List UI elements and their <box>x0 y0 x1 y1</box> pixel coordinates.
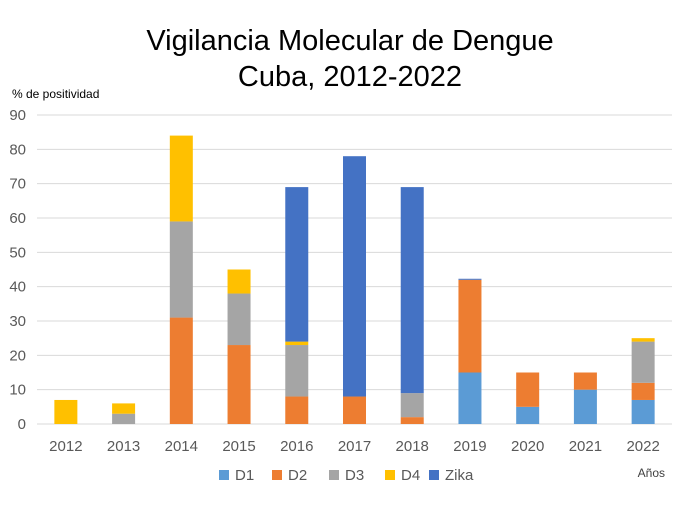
x-tick-label: 2021 <box>569 438 602 455</box>
y-axis-ticks: 0 10 20 30 40 50 60 70 80 90 <box>9 107 26 433</box>
y-tick-label: 60 <box>9 210 26 227</box>
legend-label-d4: D4 <box>401 467 420 484</box>
bar-d2-2015 <box>227 345 251 424</box>
bar-zika-2019 <box>458 278 482 280</box>
legend-label-d1: D1 <box>235 467 254 484</box>
bar-d2-2017 <box>343 396 366 424</box>
bar-d2-2022 <box>631 382 655 400</box>
x-tick-label: 2017 <box>338 438 371 455</box>
chart-title-line-2: Cuba, 2012-2022 <box>238 61 462 93</box>
legend-label-d3: D3 <box>345 467 364 484</box>
bar-d3-2018 <box>400 393 424 418</box>
bar-d2-2018 <box>400 417 424 424</box>
legend-label-zika: Zika <box>445 467 474 484</box>
x-axis-ticks: 2012 2013 2014 2015 2016 2017 2018 2019 2020 2021… <box>49 438 660 455</box>
y-tick-label: 80 <box>9 141 26 158</box>
bar-d1-2019 <box>458 372 482 424</box>
bar-d3-2015 <box>227 293 251 346</box>
x-tick-label: 2019 <box>453 438 486 455</box>
bar-d3-2014 <box>169 221 193 318</box>
x-tick-label: 2016 <box>280 438 313 455</box>
bar-d3-2013 <box>112 413 136 424</box>
bar-d2-2016 <box>285 396 309 424</box>
bar-d4-2016 <box>285 341 309 346</box>
legend: D1 D2 D3 D4 Zika <box>219 467 474 484</box>
bar-d2-2019 <box>458 279 482 373</box>
bar-d4-2022 <box>631 338 655 342</box>
y-tick-label: 50 <box>9 244 26 261</box>
bar-d2-2014 <box>169 317 193 424</box>
bar-d3-2016 <box>285 345 309 397</box>
y-tick-label: 20 <box>9 347 26 364</box>
y-tick-label: 10 <box>9 382 26 399</box>
x-tick-label: 2018 <box>396 438 429 455</box>
y-axis-label: % de positividad <box>12 87 99 101</box>
x-tick-label: 2020 <box>511 438 544 455</box>
legend-swatch-d2 <box>272 470 282 480</box>
bar-d3-2022 <box>631 341 655 383</box>
chart-title-line-1: Vigilancia Molecular de Dengue <box>146 25 553 57</box>
y-tick-label: 70 <box>9 176 26 193</box>
bar-zika-2017 <box>343 156 366 397</box>
y-tick-label: 30 <box>9 313 26 330</box>
bars <box>54 135 655 424</box>
bar-d1-2022 <box>631 399 655 424</box>
y-tick-label: 90 <box>9 107 26 124</box>
x-tick-label: 2015 <box>222 438 255 455</box>
x-tick-label: 2013 <box>107 438 140 455</box>
x-tick-label: 2014 <box>165 438 198 455</box>
bar-d2-2021 <box>573 372 597 390</box>
bar-d1-2021 <box>573 389 597 424</box>
legend-swatch-zika <box>429 470 439 480</box>
bar-d1-2020 <box>516 406 540 424</box>
bar-d4-2012 <box>54 399 78 424</box>
y-tick-label: 40 <box>9 279 26 296</box>
legend-swatch-d1 <box>219 470 229 480</box>
x-tick-label: 2022 <box>626 438 659 455</box>
legend-swatch-d4 <box>385 470 395 480</box>
x-tick-label: 2012 <box>49 438 82 455</box>
bar-zika-2016 <box>285 187 309 342</box>
bar-d4-2014 <box>169 135 193 222</box>
bar-d4-2013 <box>112 403 136 414</box>
legend-label-d2: D2 <box>288 467 307 484</box>
x-axis-label: Años <box>638 466 665 480</box>
legend-swatch-d3 <box>329 470 339 480</box>
bar-zika-2018 <box>400 187 424 394</box>
bar-d4-2015 <box>227 269 251 294</box>
bar-d2-2020 <box>516 372 540 407</box>
y-tick-label: 0 <box>18 416 26 433</box>
